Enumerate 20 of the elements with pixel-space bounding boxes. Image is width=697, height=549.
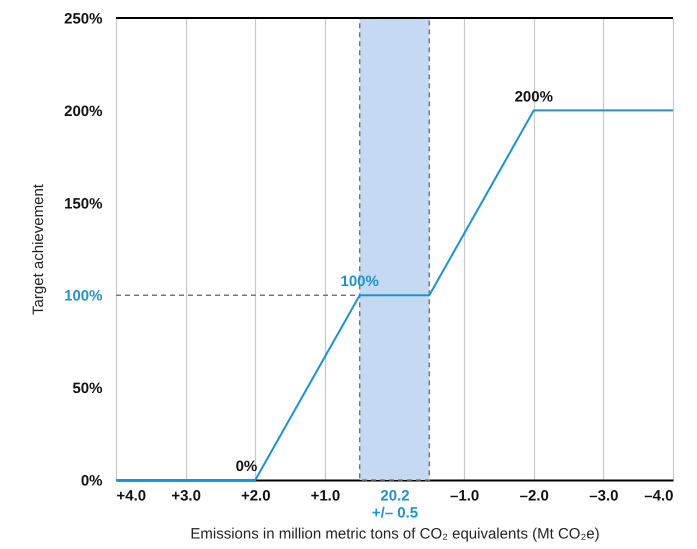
y-tick-label: 0% — [80, 472, 102, 490]
x-tick-label: –1.0 — [450, 488, 480, 504]
y-tick-label: 50% — [72, 380, 102, 398]
x-tick-label: –3.0 — [589, 488, 618, 504]
y-tick-label: 100% — [64, 288, 102, 305]
x-tick-label: +1.0 — [310, 488, 340, 504]
y-tick-label: 250% — [64, 10, 102, 28]
y-tick-label: 150% — [64, 195, 102, 212]
x-tick-label: 20.2 +/– 0.5 — [372, 488, 418, 522]
x-axis-title: Emissions in million metric tons of CO₂ equivalents (Mt CO₂e) — [190, 526, 600, 542]
x-tick-label: +2.0 — [240, 488, 271, 504]
x-tick-label: –4.0 — [644, 488, 674, 504]
data-label: 200% — [514, 88, 553, 106]
data-label: 100% — [340, 273, 379, 290]
x-tick-label: +3.0 — [171, 488, 201, 504]
x-tick-label: –2.0 — [520, 488, 549, 504]
y-tick-label: 200% — [64, 102, 102, 120]
x-tick-label: +4.0 — [116, 488, 146, 504]
data-label: 0% — [236, 458, 258, 475]
y-axis-title: Target achievement — [30, 183, 48, 315]
